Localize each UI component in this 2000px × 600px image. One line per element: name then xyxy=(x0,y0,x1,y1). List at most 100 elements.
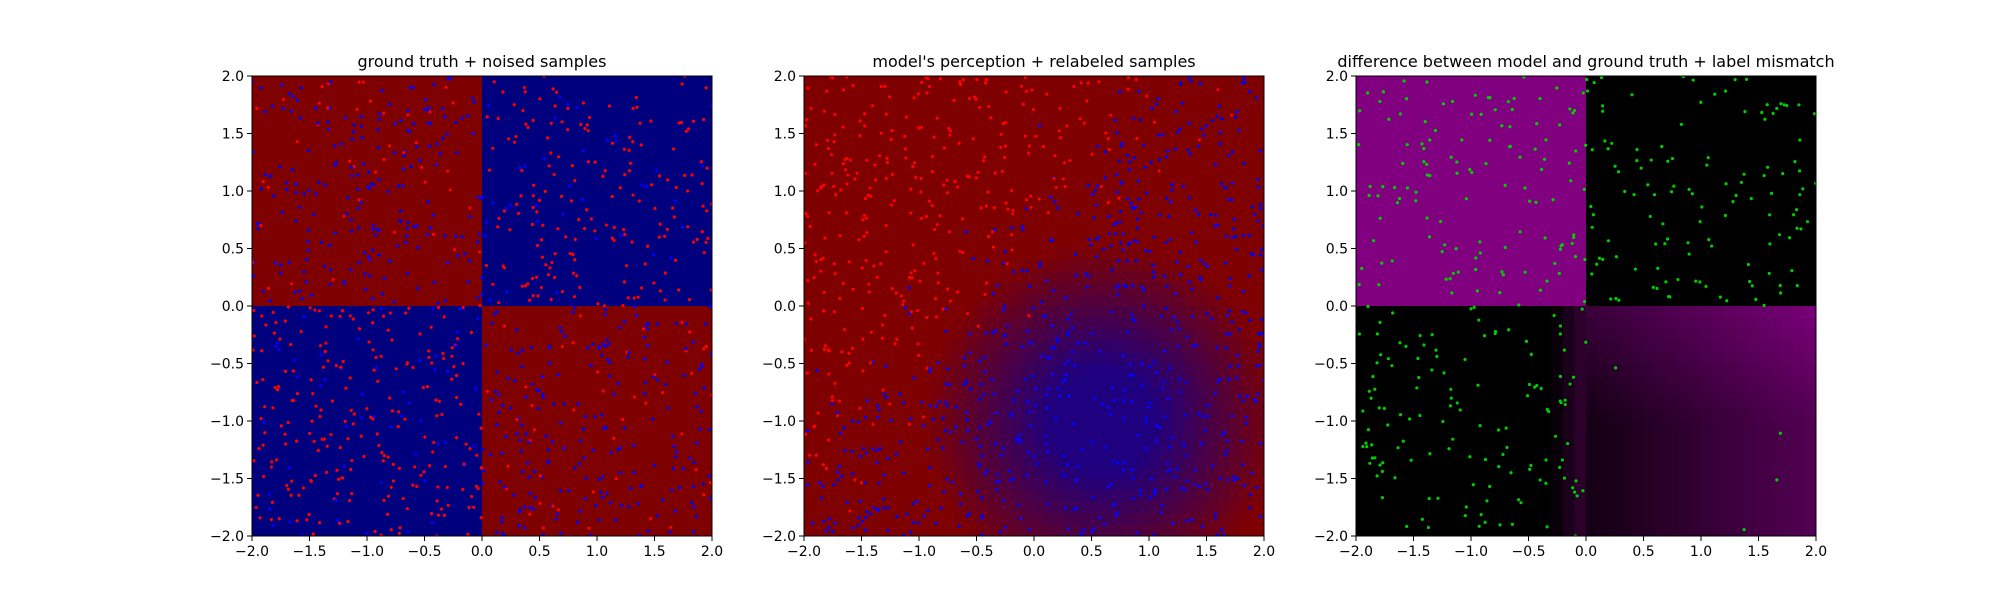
heatmap-cell xyxy=(827,248,840,261)
scatter-point xyxy=(1156,133,1161,137)
scatter-point xyxy=(570,163,574,168)
scatter-point xyxy=(524,122,528,126)
scatter-point xyxy=(464,442,468,446)
heatmap-cell xyxy=(666,168,679,181)
heatmap-cell xyxy=(493,363,506,376)
scatter-point xyxy=(994,329,998,333)
scatter-point xyxy=(671,206,675,210)
scatter-point xyxy=(830,171,834,176)
heatmap-cell xyxy=(1229,248,1242,261)
scatter-point xyxy=(286,420,290,425)
scatter-point xyxy=(617,325,622,330)
heatmap-cell xyxy=(1091,225,1104,238)
heatmap-cell xyxy=(919,87,932,100)
scatter-point xyxy=(920,400,924,405)
scatter-point xyxy=(441,351,445,355)
heatmap-cell xyxy=(1103,409,1116,422)
heatmap-cell xyxy=(896,168,909,181)
scatter-point xyxy=(604,425,608,430)
scatter-point xyxy=(436,301,440,305)
heatmap-cell xyxy=(677,317,690,330)
scatter-point xyxy=(1170,435,1174,439)
scatter-point xyxy=(317,521,322,525)
scatter-point xyxy=(655,378,659,382)
scatter-point xyxy=(833,521,837,525)
heatmap-cell xyxy=(424,248,437,261)
heatmap-cell xyxy=(907,432,920,445)
heatmap-cell xyxy=(1068,283,1081,296)
scatter-point xyxy=(556,227,560,231)
heatmap-cell xyxy=(551,214,564,227)
scatter-point xyxy=(1109,243,1113,248)
heatmap-cell xyxy=(654,455,667,468)
heatmap-cell xyxy=(1229,329,1242,342)
heatmap-cell xyxy=(654,133,667,146)
heatmap-cell xyxy=(539,478,552,491)
scatter-point xyxy=(1217,104,1221,108)
heatmap-cell xyxy=(838,329,851,342)
scatter-point xyxy=(930,204,934,208)
heatmap-cell xyxy=(1160,490,1173,503)
heatmap-cell xyxy=(321,375,334,388)
heatmap-cell xyxy=(286,156,299,169)
heatmap-cell xyxy=(447,444,460,457)
heatmap-cell xyxy=(390,352,403,365)
heatmap-cell xyxy=(1091,214,1104,227)
scatter-point xyxy=(1149,477,1154,481)
scatter-point xyxy=(1240,81,1245,85)
heatmap-cell xyxy=(654,352,667,365)
heatmap-cell xyxy=(1103,122,1116,135)
scatter-point xyxy=(334,161,338,165)
heatmap-cell xyxy=(574,501,587,514)
heatmap-cell xyxy=(574,409,587,422)
heatmap-cell xyxy=(459,478,472,491)
scatter-point xyxy=(529,345,533,349)
heatmap-cell xyxy=(1080,386,1093,399)
scatter-point xyxy=(947,382,952,387)
heatmap-cell xyxy=(424,398,437,411)
heatmap-cell xyxy=(401,168,414,181)
scatter-point xyxy=(420,165,424,169)
heatmap-cell xyxy=(1195,248,1208,261)
heatmap-cell xyxy=(827,467,840,480)
scatter-point xyxy=(1187,76,1191,80)
scatter-point xyxy=(516,211,521,215)
heatmap-cell xyxy=(850,513,863,526)
scatter-point xyxy=(1106,405,1110,409)
heatmap-cell xyxy=(263,76,276,89)
heatmap-cell xyxy=(1022,490,1035,503)
heatmap-cell xyxy=(298,110,311,123)
scatter-point xyxy=(989,420,993,424)
heatmap-cell xyxy=(482,133,495,146)
heatmap-cell xyxy=(1206,76,1219,89)
heatmap-cell xyxy=(677,467,690,480)
heatmap-cell xyxy=(896,386,909,399)
heatmap-cell xyxy=(1241,110,1254,123)
heatmap-cell xyxy=(263,202,276,215)
heatmap-cell xyxy=(378,409,391,422)
scatter-point xyxy=(371,297,375,301)
heatmap-cell xyxy=(884,225,897,238)
scatter-point xyxy=(530,276,535,281)
scatter-point xyxy=(535,275,539,279)
heatmap-cell xyxy=(930,179,943,192)
chart-title-1: ground truth + noised samples xyxy=(358,52,607,71)
heatmap-cell xyxy=(1068,363,1081,376)
heatmap-cell xyxy=(953,145,966,158)
scatter-point xyxy=(695,405,699,409)
heatmap-cell xyxy=(896,260,909,273)
heatmap-cell xyxy=(896,375,909,388)
heatmap-cell xyxy=(1149,340,1162,353)
heatmap-cell xyxy=(999,467,1012,480)
heatmap-cell xyxy=(838,237,851,250)
scatter-point xyxy=(600,353,604,357)
scatter-point xyxy=(695,237,699,241)
scatter-point xyxy=(285,187,289,192)
heatmap-cell xyxy=(1195,467,1208,480)
heatmap-cell xyxy=(344,110,357,123)
scatter-point xyxy=(1226,478,1230,482)
heatmap-cell xyxy=(493,110,506,123)
heatmap-cell xyxy=(401,99,414,112)
heatmap-cell xyxy=(689,478,702,491)
heatmap-cell xyxy=(907,455,920,468)
